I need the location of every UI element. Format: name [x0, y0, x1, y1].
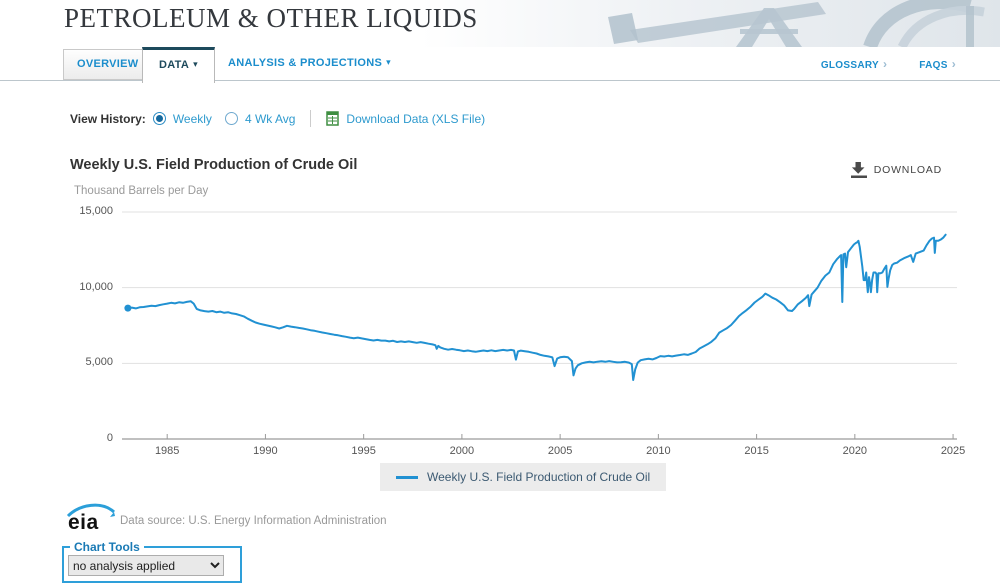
tab-analysis-projections[interactable]: ANALYSIS & PROJECTIONS ▾: [228, 57, 391, 69]
chart-units-label: Thousand Barrels per Day: [74, 185, 209, 197]
production-chart: 0 5,000 10,000 15,000 1985 1990 1995 2000 2005 20…: [55, 195, 975, 460]
chevron-right-icon: ›: [951, 56, 956, 71]
y-tick-label: 15,000: [79, 205, 113, 217]
download-button[interactable]: DOWNLOAD: [850, 162, 942, 178]
download-xls-link[interactable]: Download Data (XLS File): [346, 111, 486, 126]
xls-file-icon: [326, 111, 340, 126]
y-tick-label: 5,000: [85, 356, 113, 369]
legend-label: Weekly U.S. Field Production of Crude Oi…: [427, 470, 651, 484]
radio-weekly-label[interactable]: Weekly: [172, 111, 212, 126]
faqs-link[interactable]: FAQS ›: [919, 56, 956, 71]
data-source-note: Data source: U.S. Energy Information Adm…: [120, 515, 387, 527]
production-line: [126, 233, 947, 381]
eia-logo[interactable]: eia: [66, 503, 118, 537]
chart-title: Weekly U.S. Field Production of Crude Oi…: [70, 157, 358, 173]
x-tick-label: 1990: [253, 445, 278, 457]
tab-data[interactable]: DATA ▾: [142, 47, 215, 83]
page-banner: PETROLEUM & OTHER LIQUIDS: [0, 0, 1000, 48]
view-history-row: View History: Weekly 4 Wk Avg Download D…: [70, 110, 485, 127]
x-tick-label: 2025: [940, 445, 966, 457]
chart-canvas: [122, 211, 957, 440]
glossary-link[interactable]: GLOSSARY ›: [820, 56, 888, 71]
view-history-label: View History:: [70, 111, 146, 126]
x-tick-label: 1985: [154, 445, 180, 457]
tab-bar: OVERVIEW DATA ▾ ANALYSIS & PROJECTIONS ▾ G…: [0, 47, 1000, 83]
top-links: GLOSSARY › FAQS ›: [821, 47, 956, 80]
x-tick-label: 2010: [646, 445, 671, 457]
page-title: PETROLEUM & OTHER LIQUIDS: [64, 3, 478, 33]
eia-logo-swoosh: [66, 503, 116, 518]
radio-weekly[interactable]: [152, 112, 166, 125]
y-tick-label: 10,000: [79, 280, 113, 293]
x-tick-label: 2005: [547, 445, 573, 457]
series-start-marker: [124, 304, 132, 312]
chevron-down-icon: ▾: [386, 57, 391, 67]
tab-overview[interactable]: OVERVIEW: [63, 49, 153, 80]
chevron-down-icon: ▾: [193, 59, 198, 69]
x-tick-label: 1995: [351, 445, 376, 457]
chart-tools-legend: Chart Tools: [74, 540, 140, 554]
x-tick-label: 2015: [744, 445, 769, 457]
chart-tools-panel: Chart Tools no analysis applied: [62, 540, 242, 583]
chart-legend: Weekly U.S. Field Production of Crude Oi…: [380, 463, 667, 491]
x-tick-label: 2020: [842, 445, 868, 457]
legend-line-swatch: [396, 475, 418, 479]
divider: [310, 110, 312, 127]
analysis-select[interactable]: no analysis applied: [68, 555, 224, 576]
download-icon: [850, 162, 867, 178]
y-tick-label: 0: [106, 432, 113, 444]
radio-4wk-avg-label[interactable]: 4 Wk Avg: [244, 111, 296, 126]
chevron-right-icon: ›: [882, 56, 888, 71]
radio-4wk-avg[interactable]: [224, 112, 238, 125]
pumpjack-banner-image: [608, 0, 985, 47]
x-tick-label: 2000: [449, 445, 475, 457]
